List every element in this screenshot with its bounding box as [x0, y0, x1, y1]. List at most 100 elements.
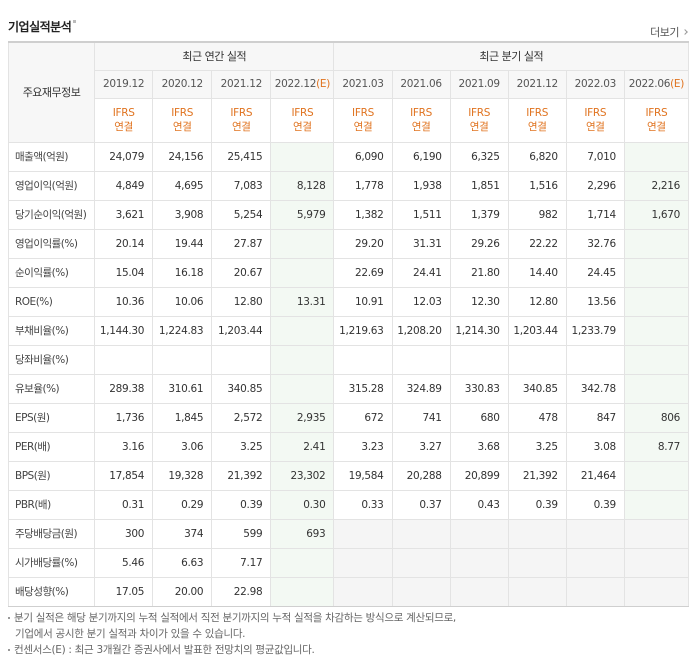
footnote-1: 분기 실적은 해당 분기까지의 누적 실적에서 직전 분기까지의 누적 실적을 …: [8, 610, 456, 626]
table-cell: [507, 547, 567, 578]
table-cell: 2,296: [565, 170, 625, 201]
table-cell: 0.39: [507, 489, 567, 520]
table-row: 시가배당률(%) 5.46 6.63 7.17: [7, 547, 690, 578]
table-cell: [333, 518, 393, 549]
table-cell: [449, 518, 509, 549]
table-cell: [565, 576, 625, 607]
more-link[interactable]: 더보기: [650, 24, 688, 40]
ifrs-header-row: IFRS 연결 IFRS 연결 IFRS 연결 IFRS 연결 IFRS 연결 IFRS 연결 IFRS…: [9, 97, 690, 143]
table-cell: 680: [449, 402, 509, 433]
table-cell: 1,845: [152, 402, 213, 433]
table-cell: 4,695: [152, 170, 213, 201]
table-cell: 1,938: [391, 170, 451, 201]
table-row: 부채비율(%) 1,144.30 1,224.83 1,203.44 1,219.63 1…: [7, 315, 690, 346]
table-cell: 19,584: [333, 460, 393, 491]
table-cell: 342.78: [565, 373, 625, 404]
table-row: PBR(배) 0.31 0.29 0.39 0.30 0.33 0.37 0.43 0.39 0.…: [7, 489, 690, 520]
table-cell: 22.22: [507, 228, 567, 259]
period-header: 2020.12: [152, 69, 213, 99]
footnote-1-cont: 기업에서 공시한 분기 실적과 차이가 있을 수 있습니다.: [15, 628, 246, 640]
estimate-marker: (E): [670, 78, 685, 90]
ifrs-label: IFRS 연결: [94, 97, 154, 143]
table-cell: 8.77: [623, 431, 690, 462]
table-cell: 310.61: [152, 373, 213, 404]
table-cell: 1,778: [333, 170, 393, 201]
table-cell: 0.29: [152, 489, 213, 520]
table-cell: 0.43: [449, 489, 509, 520]
table-cell: 300: [94, 518, 154, 549]
table-cell: [507, 576, 567, 607]
table-cell: 374: [152, 518, 213, 549]
row-label: BPS(원): [7, 460, 96, 491]
table-cell: 10.06: [152, 286, 213, 317]
period-header: 2022.06(E): [623, 69, 690, 99]
table-row: BPS(원) 17,854 19,328 21,392 23,302 19,584 20,2…: [7, 460, 690, 491]
ifrs-label: IFRS 연결: [449, 97, 509, 143]
table-cell: 21,392: [507, 460, 567, 491]
table-row: EPS(원) 1,736 1,845 2,572 2,935 672 741 680 478 84…: [7, 402, 690, 433]
table-cell: 14.40: [507, 257, 567, 288]
row-label: 영업이익(억원): [7, 170, 96, 201]
table-cell: [623, 460, 690, 491]
period-header: 2019.12: [94, 69, 154, 99]
table-cell: 20,288: [391, 460, 451, 491]
table-cell: 1,233.79: [565, 315, 625, 346]
table-cell: [391, 547, 451, 578]
period-date: 2022.12: [274, 78, 317, 90]
table-cell: 10.36: [94, 286, 154, 317]
table-cell: 2,935: [270, 402, 335, 433]
table-cell: 1,382: [333, 199, 393, 230]
row-label: PER(배): [7, 431, 96, 462]
table-cell: 1,219.63: [333, 315, 393, 346]
table-cell: 7.17: [211, 547, 272, 578]
table-cell: 7,083: [211, 170, 272, 201]
table-cell: 1,714: [565, 199, 625, 230]
table-cell: [565, 344, 625, 375]
table-body: 매출액(억원) 24,079 24,156 25,415 6,090 6,190 6,325…: [7, 141, 690, 607]
ifrs-label: IFRS 연결: [391, 97, 451, 143]
table-cell: [565, 518, 625, 549]
table-cell: 0.39: [565, 489, 625, 520]
table-cell: 1,224.83: [152, 315, 213, 346]
title-dot-icon: [73, 20, 77, 23]
row-label: 당좌비율(%): [7, 344, 96, 375]
table-cell: 13.31: [270, 286, 335, 317]
ifrs-label: IFRS 연결: [270, 97, 335, 143]
table-cell: 806: [623, 402, 690, 433]
table-cell: 741: [391, 402, 451, 433]
table-cell: 20.14: [94, 228, 154, 259]
table-cell: [449, 576, 509, 607]
table-cell: [391, 344, 451, 375]
row-label: 유보율(%): [7, 373, 96, 404]
table-cell: 599: [211, 518, 272, 549]
period-date: 2021.06: [400, 78, 442, 90]
bullet-icon: [8, 649, 10, 651]
table-cell: 21,392: [211, 460, 272, 491]
table-cell: 1,516: [507, 170, 567, 201]
table-cell: 1,214.30: [449, 315, 509, 346]
table-cell: [623, 315, 690, 346]
table-cell: [270, 141, 335, 172]
table-cell: 21,464: [565, 460, 625, 491]
table-cell: 0.33: [333, 489, 393, 520]
table-cell: [507, 518, 567, 549]
table-cell: 12.30: [449, 286, 509, 317]
table-cell: 1,203.44: [211, 315, 272, 346]
table-row: 매출액(억원) 24,079 24,156 25,415 6,090 6,190 6,325…: [7, 141, 690, 172]
table-cell: 2.41: [270, 431, 335, 462]
table-cell: 17.05: [94, 576, 154, 607]
ifrs-label: IFRS 연결: [211, 97, 272, 143]
table-cell: [270, 576, 335, 607]
table-cell: 0.31: [94, 489, 154, 520]
table-cell: 12.80: [211, 286, 272, 317]
bullet-icon: [8, 617, 10, 619]
table-cell: 6,090: [333, 141, 393, 172]
table-cell: 3.06: [152, 431, 213, 462]
table-row: 당기순이익(억원) 3,621 3,908 5,254 5,979 1,382 1,511 1…: [7, 199, 690, 230]
quarter-group-header: 최근 분기 실적: [333, 41, 689, 71]
date-header-row: 2019.12 2020.12 2021.12 2022.12(E) 2021.03 20…: [9, 69, 690, 99]
table-row: 순이익률(%) 15.04 16.18 20.67 22.69 24.41 21.80 14.…: [7, 257, 690, 288]
table-row: 유보율(%) 289.38 310.61 340.85 315.28 324.89 330.…: [7, 373, 690, 404]
table-cell: 8,128: [270, 170, 335, 201]
